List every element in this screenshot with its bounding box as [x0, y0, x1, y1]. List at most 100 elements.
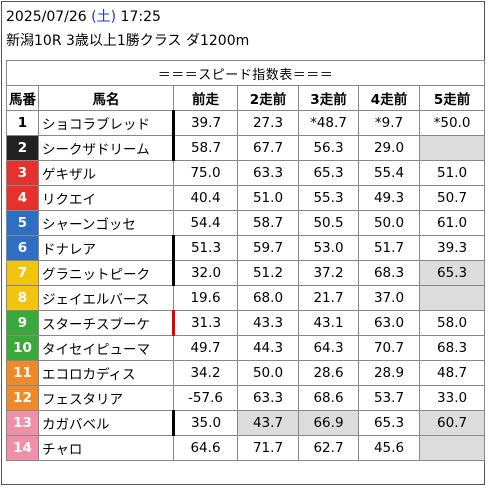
- speed-index-cell: 31.3: [172, 310, 238, 336]
- speed-index-cell: 28.6: [298, 360, 359, 386]
- speed-index-cell: 58.0: [418, 310, 486, 336]
- horse-number: 6: [6, 235, 39, 261]
- horse-name: スターチスブーケ: [38, 310, 174, 336]
- race-date: 2025/07/26: [6, 9, 87, 25]
- horse-name: シャーンゴッセ: [38, 210, 174, 236]
- horse-number: 10: [6, 335, 39, 361]
- table-row: 1 ショコラブレッド 39.7 27.3 *48.7 *9.7 *50.0: [6, 110, 486, 136]
- speed-index-cell: 56.3: [298, 135, 359, 161]
- speed-index-cell: 19.6: [173, 285, 238, 311]
- speed-index-cell: 45.6: [358, 435, 420, 461]
- speed-index-cell: 68.3: [418, 335, 486, 361]
- speed-index-cell: 71.7: [237, 435, 299, 461]
- horse-number: 11: [6, 360, 39, 386]
- speed-index-cell: 62.7: [298, 435, 359, 461]
- race-time: 17:25: [120, 9, 161, 25]
- speed-index-cell: 51.3: [172, 235, 238, 261]
- horse-name: フェスタリア: [38, 385, 174, 411]
- horse-name: チャロ: [38, 435, 174, 461]
- col-header-last: 前走: [173, 85, 238, 111]
- speed-index-cell: 53.7: [358, 385, 420, 411]
- race-info: 新潟10R 3歳以上1勝クラス ダ1200m: [6, 33, 250, 49]
- horse-number: 2: [6, 135, 39, 161]
- horse-name: リクエイ: [38, 185, 174, 211]
- table-row: 6 ドナレア 51.3 59.7 53.0 51.7 39.3: [6, 235, 486, 261]
- speed-index-cell: 51.0: [418, 160, 486, 186]
- horse-number: 4: [6, 185, 39, 211]
- col-header-3back: 3走前: [298, 85, 359, 111]
- speed-index-cell: 50.5: [298, 210, 359, 236]
- speed-index-cell: 64.6: [173, 435, 238, 461]
- speed-index-cell: 21.7: [298, 285, 359, 311]
- speed-index-cell: 68.3: [358, 260, 420, 286]
- speed-index-cell: 40.4: [173, 185, 238, 211]
- speed-index-cell: 51.2: [237, 260, 299, 286]
- horse-number: 8: [6, 285, 39, 311]
- speed-index-cell: 27.3: [237, 110, 299, 136]
- speed-index-cell: 64.3: [298, 335, 359, 361]
- speed-index-cell: 58.7: [172, 135, 238, 161]
- table-row: 2 シークザドリーム 58.7 67.7 56.3 29.0: [6, 135, 486, 161]
- col-header-5back: 5走前: [418, 85, 486, 111]
- table-title: ＝＝＝スピード指数表＝＝＝: [5, 60, 486, 86]
- horse-name: シークザドリーム: [38, 135, 174, 161]
- table-row: 11 エコロカディス 34.2 50.0 28.6 28.9 48.7: [6, 360, 486, 386]
- horse-number: 1: [6, 110, 39, 136]
- speed-index-cell: 33.0: [418, 385, 486, 411]
- speed-index-cell: 43.1: [298, 310, 359, 336]
- speed-index-cell: 35.0: [172, 410, 238, 436]
- speed-index-cell: 59.7: [237, 235, 299, 261]
- table-row: 10 タイセイピューマ 49.7 44.3 64.3 70.7 68.3: [6, 335, 486, 361]
- horse-name: ドナレア: [38, 235, 174, 261]
- speed-index-cell: 66.9: [298, 410, 359, 436]
- table-row: 8 ジェイエルバース 19.6 68.0 21.7 37.0: [6, 285, 486, 311]
- horse-name: ジェイエルバース: [38, 285, 174, 311]
- speed-index-cell: 48.7: [418, 360, 486, 386]
- speed-index-cell: 53.0: [298, 235, 359, 261]
- speed-index-cell: 51.7: [358, 235, 420, 261]
- speed-index-cell: 65.3: [418, 260, 486, 286]
- speed-index-cell: 65.3: [298, 160, 359, 186]
- speed-index-cell: 63.0: [358, 310, 420, 336]
- speed-index-cell: [418, 285, 486, 311]
- speed-index-cell: 67.7: [237, 135, 299, 161]
- speed-index-cell: *50.0: [418, 110, 486, 136]
- speed-index-cell: 50.7: [418, 185, 486, 211]
- speed-index-cell: [418, 135, 486, 161]
- speed-index-cell: 65.3: [358, 410, 420, 436]
- horse-number: 13: [6, 410, 39, 436]
- horse-name: グラニットピーク: [38, 260, 174, 286]
- speed-index-table: ＝＝＝スピード指数表＝＝＝ 馬番 馬名 前走 2走前 3走前 4走前 5走前 1…: [5, 60, 486, 461]
- horse-number: 5: [6, 210, 39, 236]
- race-datetime: 2025/07/26 (土) 17:25: [6, 8, 161, 26]
- horse-number: 7: [6, 260, 39, 286]
- speed-index-cell: 70.7: [358, 335, 420, 361]
- table-row: 5 シャーンゴッセ 54.4 58.7 50.5 50.0 61.0: [6, 210, 486, 236]
- speed-index-cell: -57.6: [173, 385, 238, 411]
- horse-name: エコロカディス: [38, 360, 174, 386]
- speed-index-cell: 68.6: [298, 385, 359, 411]
- race-weekday: (土): [91, 9, 117, 25]
- speed-index-cell: 54.4: [173, 210, 238, 236]
- speed-index-cell: 63.3: [237, 385, 299, 411]
- table-row: 3 ゲキザル 75.0 63.3 65.3 55.4 51.0: [6, 160, 486, 186]
- col-header-horse: 馬名: [38, 85, 174, 111]
- col-header-number: 馬番: [6, 85, 39, 111]
- speed-index-cell: 28.9: [358, 360, 420, 386]
- speed-index-cell: 61.0: [418, 210, 486, 236]
- speed-index-cell: 49.3: [358, 185, 420, 211]
- horse-name: タイセイピューマ: [38, 335, 174, 361]
- speed-index-cell: 55.3: [298, 185, 359, 211]
- col-header-4back: 4走前: [358, 85, 420, 111]
- speed-index-cell: [418, 435, 486, 461]
- horse-number: 12: [6, 385, 39, 411]
- speed-index-cell: 34.2: [173, 360, 238, 386]
- speed-index-cell: 37.0: [358, 285, 420, 311]
- horse-name: ショコラブレッド: [38, 110, 174, 136]
- table-row: 7 グラニットピーク 32.0 51.2 37.2 68.3 65.3: [6, 260, 486, 286]
- speed-index-cell: 32.0: [172, 260, 238, 286]
- speed-index-cell: 75.0: [173, 160, 238, 186]
- horse-number: 9: [6, 310, 39, 336]
- speed-index-cell: 68.0: [237, 285, 299, 311]
- speed-index-cell: 55.4: [358, 160, 420, 186]
